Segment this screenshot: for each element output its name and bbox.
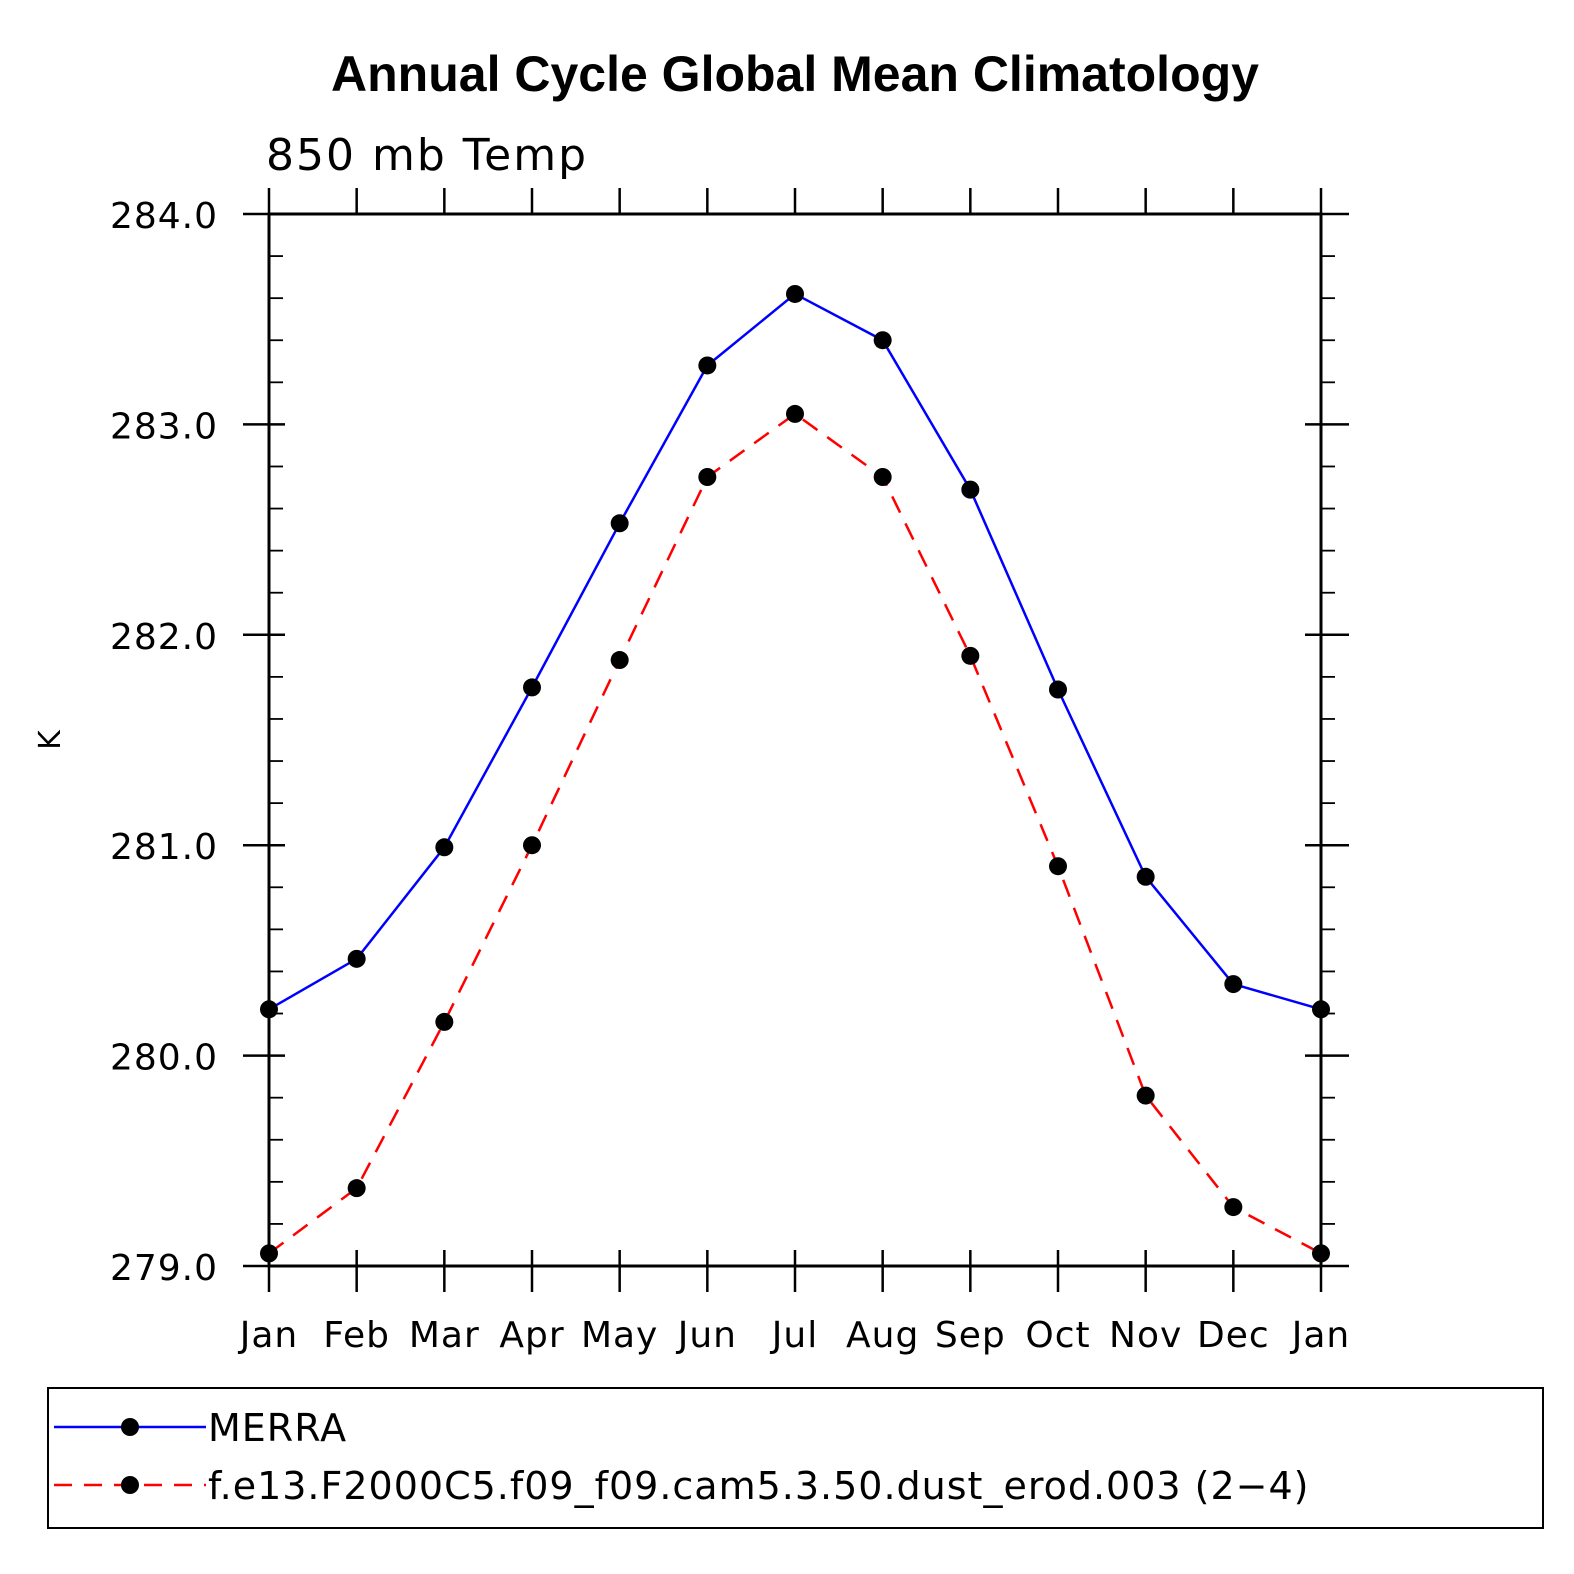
data-point-series-1	[1224, 975, 1243, 994]
data-point-series-2	[347, 1179, 366, 1198]
series-layer	[260, 284, 1330, 1263]
legend-marker-2	[121, 1476, 139, 1494]
y-axis-label: K	[33, 729, 68, 750]
data-point-series-2	[786, 404, 804, 423]
x-tick-label: Oct	[1025, 1315, 1090, 1356]
data-point-series-1	[435, 838, 454, 857]
y-tick-label: 281.0	[110, 827, 218, 868]
y-tick-label: 283.0	[110, 406, 218, 447]
y-tick-label: 280.0	[110, 1038, 218, 1079]
legend-label-1: MERRA	[208, 1406, 347, 1450]
x-tick-label: Jun	[676, 1315, 737, 1356]
data-point-series-2	[435, 1012, 454, 1031]
data-point-series-1	[1312, 1000, 1330, 1019]
y-tick-label: 284.0	[110, 196, 218, 237]
data-point-series-1	[873, 331, 892, 350]
x-tick-label: Jan	[238, 1315, 299, 1356]
data-point-series-1	[347, 949, 366, 968]
data-point-series-2	[873, 468, 892, 486]
data-point-series-1	[961, 480, 980, 499]
data-point-series-2	[961, 646, 980, 665]
series-line-1	[268, 292, 1322, 1011]
data-point-series-1	[1049, 680, 1067, 699]
data-point-series-2	[523, 836, 541, 855]
x-tick-label: Mar	[409, 1315, 480, 1356]
data-point-series-2	[1136, 1086, 1155, 1105]
data-point-series-1	[698, 356, 717, 375]
series-line-2	[268, 412, 1322, 1255]
y-tick-label: 282.0	[110, 617, 218, 658]
x-tick-label: Sep	[935, 1315, 1006, 1356]
data-point-series-2	[610, 651, 629, 670]
y-tick-label: 279.0	[110, 1248, 218, 1289]
data-point-series-2	[1049, 857, 1067, 876]
legend-box	[47, 1387, 1544, 1529]
x-tick-label: May	[581, 1315, 658, 1356]
legend-label-2: f.e13.F2000C5.f09_f09.cam5.3.50.dust_ero…	[208, 1464, 1310, 1508]
x-tick-label: Aug	[846, 1315, 919, 1356]
data-point-series-1	[260, 1000, 278, 1019]
x-tick-label: Dec	[1197, 1315, 1270, 1356]
data-point-series-1	[1136, 867, 1155, 886]
chart-title: Annual Cycle Global Mean Climatology	[331, 46, 1259, 102]
legend-marker-1	[121, 1418, 139, 1436]
x-tick-label: Apr	[499, 1315, 564, 1356]
data-point-series-2	[1224, 1198, 1243, 1217]
data-point-series-1	[610, 514, 629, 533]
x-tick-label: Jul	[770, 1315, 818, 1356]
x-tick-label: Feb	[323, 1315, 390, 1356]
x-tick-label: Nov	[1109, 1315, 1182, 1356]
data-point-series-2	[1312, 1244, 1330, 1263]
data-point-series-1	[523, 678, 541, 697]
plot-frame	[267, 212, 1323, 1268]
data-point-series-1	[786, 284, 804, 303]
data-point-series-2	[260, 1244, 278, 1263]
data-point-series-2	[698, 468, 717, 486]
chart-subtitle: 850 mb Temp	[266, 130, 588, 181]
legend: MERRA f.e13.F2000C5.f09_f09.cam5.3.50.dus…	[54, 1406, 1310, 1508]
x-tick-label: Jan	[1290, 1315, 1351, 1356]
axes: Jan Feb Mar Apr May Jun Jul Aug Sep Oct Nov Dec Jan 2…	[110, 188, 1351, 1356]
